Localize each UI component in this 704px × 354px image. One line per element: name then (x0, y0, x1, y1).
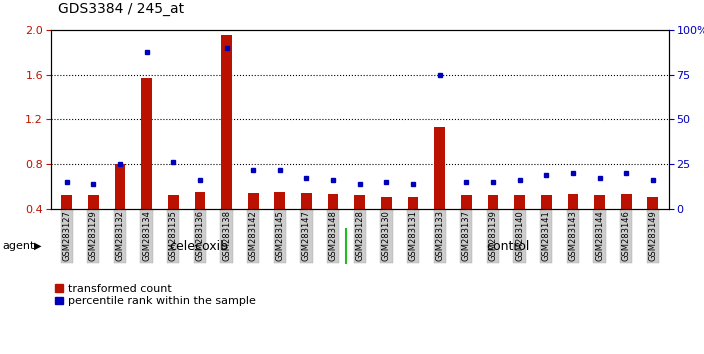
Bar (168, 195, 179, 209)
Bar (541, 195, 551, 209)
Bar (275, 192, 285, 209)
Bar (115, 164, 125, 209)
Bar (434, 127, 445, 209)
Bar (221, 35, 232, 209)
Bar (461, 195, 472, 209)
Bar (567, 194, 578, 209)
Bar (88, 195, 99, 209)
Legend: transformed count, percentile rank within the sample: transformed count, percentile rank withi… (51, 280, 260, 311)
Text: control: control (486, 240, 529, 252)
Bar (61, 195, 72, 209)
Text: ▶: ▶ (34, 241, 42, 251)
Bar (488, 195, 498, 209)
Bar (621, 194, 631, 209)
Text: GDS3384 / 245_at: GDS3384 / 245_at (58, 2, 184, 16)
Bar (381, 196, 391, 209)
Bar (514, 195, 525, 209)
Bar (354, 195, 365, 209)
Bar (142, 78, 152, 209)
Bar (594, 195, 605, 209)
Bar (408, 196, 418, 209)
Text: celecoxib: celecoxib (169, 240, 228, 252)
Bar (301, 193, 312, 209)
Text: agent: agent (2, 241, 34, 251)
Bar (328, 194, 339, 209)
Bar (248, 193, 258, 209)
Bar (194, 192, 206, 209)
Bar (648, 196, 658, 209)
